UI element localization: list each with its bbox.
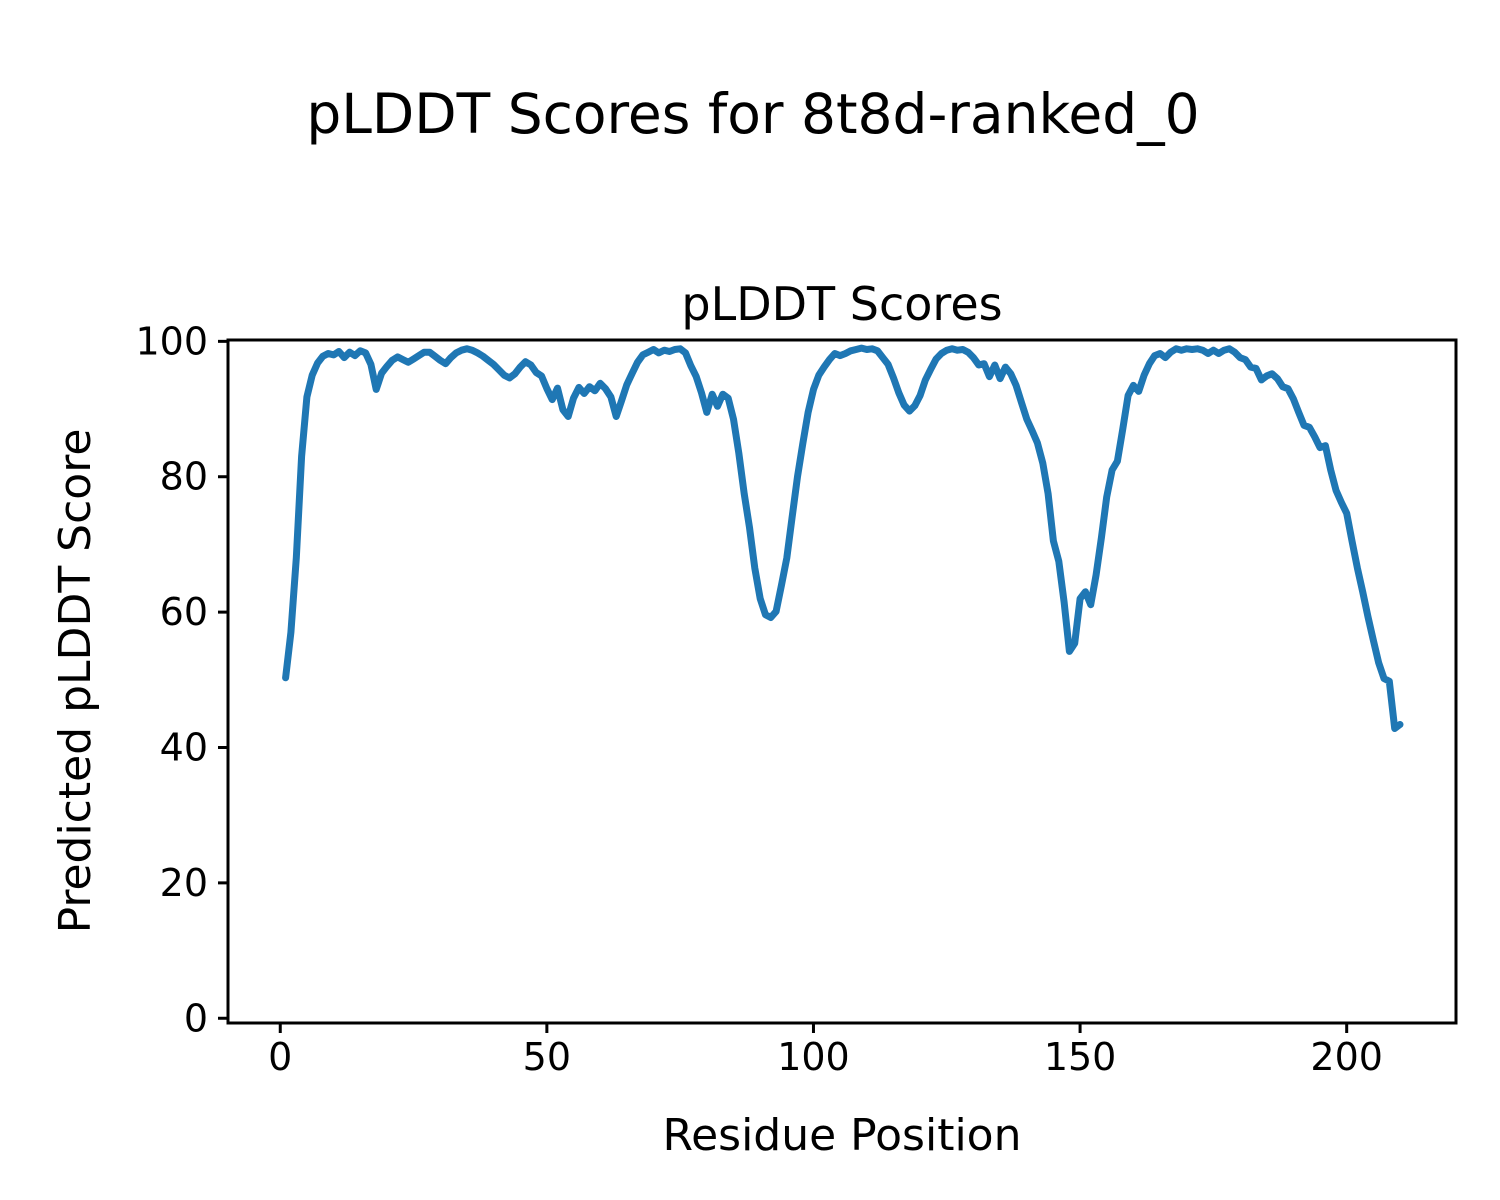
plot-area	[226, 338, 1458, 1025]
y-tick-label: 20	[160, 861, 208, 905]
axes-title: pLDDT Scores	[681, 277, 1002, 331]
x-tick-label: 0	[268, 1035, 292, 1079]
y-tick-label: 100	[135, 319, 208, 363]
x-tick-label: 150	[1044, 1035, 1117, 1079]
plddt-line-series	[282, 344, 1404, 732]
y-tick-label: 60	[160, 590, 208, 634]
x-tick-label: 100	[777, 1035, 850, 1079]
y-tick-label: 80	[160, 455, 208, 499]
x-axis-label: Residue Position	[662, 1110, 1021, 1161]
x-tick-label: 50	[523, 1035, 571, 1079]
y-tick-label: 40	[160, 725, 208, 769]
y-axis-ticks: 0 20 40 60 80 100	[135, 319, 228, 1040]
figure-title: pLDDT Scores for 8t8d-ranked_0	[306, 82, 1199, 146]
y-tick-label: 0	[184, 996, 208, 1040]
x-axis-ticks: 0 50 100 150 200	[268, 1023, 1383, 1079]
x-tick-label: 200	[1310, 1035, 1383, 1079]
y-axis-label: Predicted pLDDT Score	[50, 429, 101, 934]
